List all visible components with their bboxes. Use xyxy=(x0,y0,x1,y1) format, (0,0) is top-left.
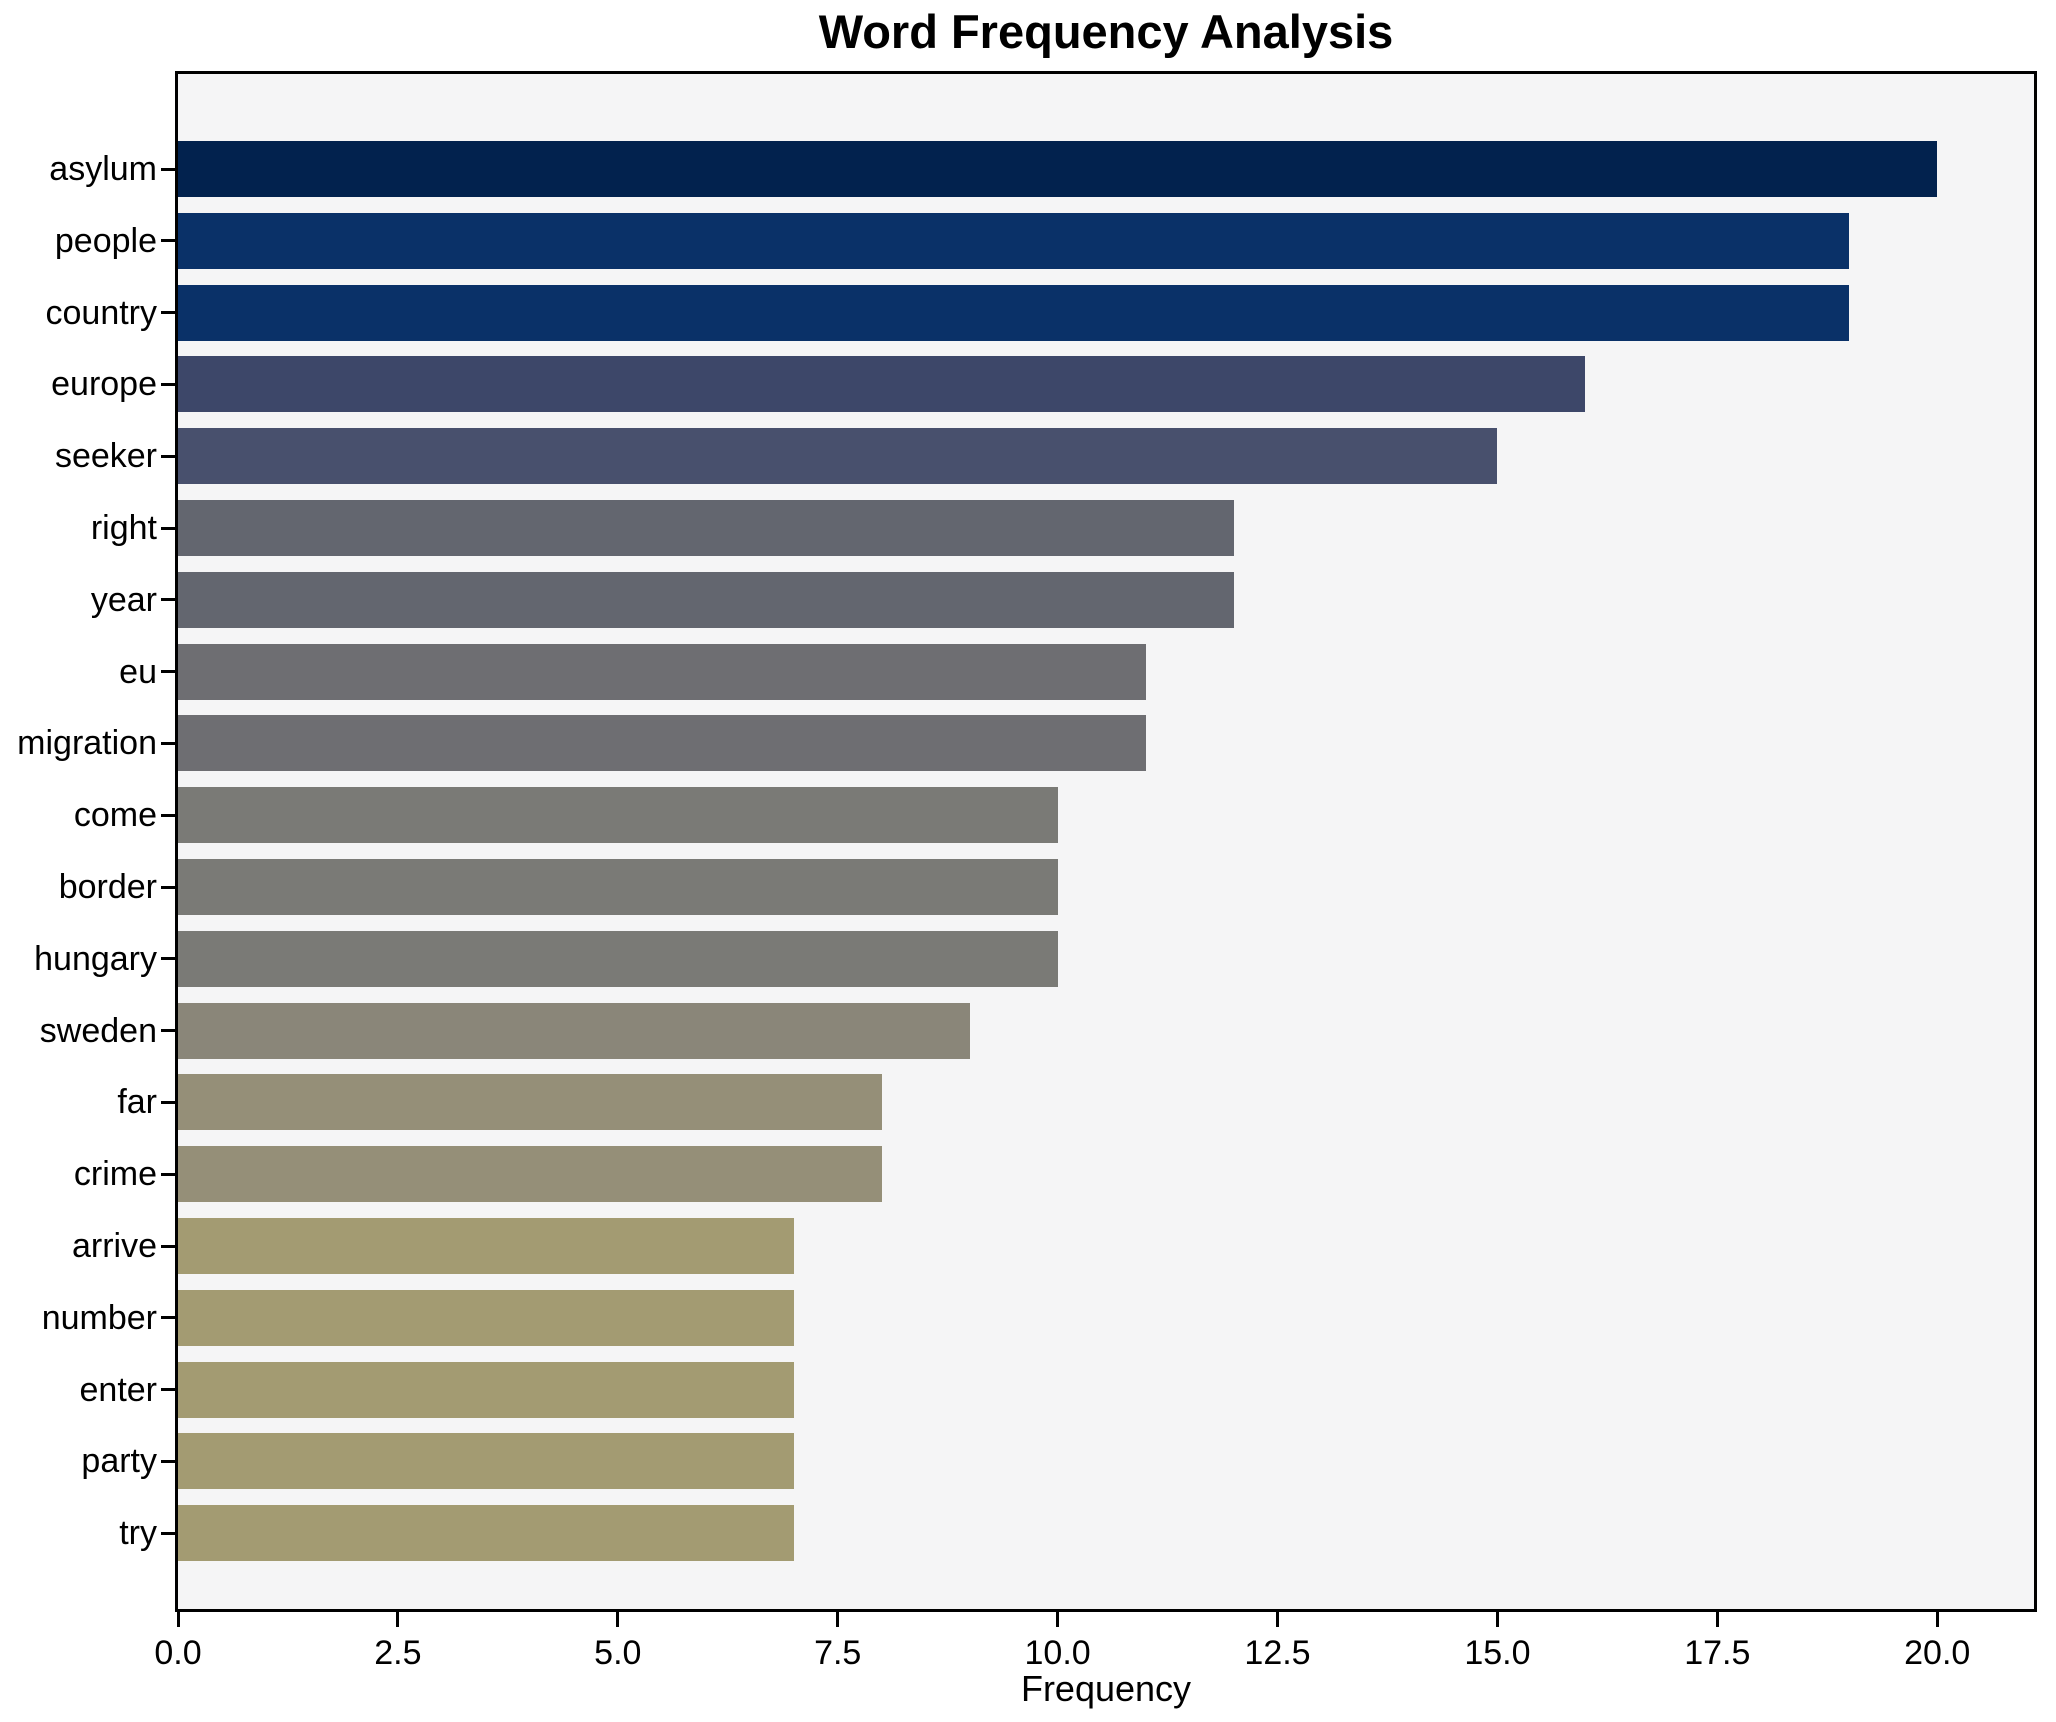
x-tick-label-7.5: 7.5 xyxy=(814,1634,862,1672)
y-tick-mark xyxy=(161,1388,175,1392)
y-tick-mark xyxy=(161,1531,175,1535)
y-tick-mark xyxy=(161,167,175,171)
x-tick-mark xyxy=(176,1612,180,1627)
x-tick-label-0.0: 0.0 xyxy=(154,1634,202,1672)
y-tick-mark xyxy=(161,885,175,889)
y-tick-mark xyxy=(161,1029,175,1033)
y-axis-label-seeker: seeker xyxy=(54,437,157,476)
bar-eu xyxy=(178,643,1146,700)
bar-hungary xyxy=(178,930,1058,987)
chart-title: Word Frequency Analysis xyxy=(818,5,1394,58)
bar-crime xyxy=(178,1146,882,1203)
y-axis-label-enter: enter xyxy=(79,1370,158,1409)
x-tick-mark xyxy=(836,1612,840,1627)
y-axis-label-eu: eu xyxy=(119,652,157,691)
bar-year xyxy=(178,571,1234,628)
bar-number xyxy=(178,1289,794,1346)
x-tick-mark xyxy=(396,1612,400,1627)
x-tick-mark xyxy=(616,1612,620,1627)
x-tick-mark xyxy=(1935,1612,1939,1627)
y-tick-mark xyxy=(161,526,175,530)
bar-seeker xyxy=(178,428,1498,485)
y-axis-label-sweden: sweden xyxy=(39,1011,157,1050)
bar-asylum xyxy=(178,141,1938,197)
bar-country xyxy=(178,284,1850,341)
bar-try xyxy=(178,1505,794,1562)
y-axis-label-arrive: arrive xyxy=(71,1227,157,1265)
bar-party xyxy=(178,1433,794,1490)
y-tick-mark xyxy=(161,670,175,674)
y-axis-label-border: border xyxy=(58,868,157,906)
y-axis-label-hungary: hungary xyxy=(34,939,157,978)
x-axis-label: Frequency xyxy=(1020,1668,1192,1709)
bar-sweden xyxy=(178,1002,970,1059)
bar-far xyxy=(178,1074,882,1131)
bar-right xyxy=(178,500,1234,556)
bar-migration xyxy=(178,715,1146,772)
x-tick-mark xyxy=(1715,1612,1719,1627)
y-tick-mark xyxy=(161,957,175,961)
y-tick-mark xyxy=(161,741,175,745)
y-tick-mark xyxy=(161,311,175,315)
y-tick-mark xyxy=(161,1459,175,1463)
y-tick-mark xyxy=(161,1100,175,1104)
y-tick-mark xyxy=(161,1316,175,1320)
x-tick-label-10.0: 10.0 xyxy=(1024,1634,1091,1672)
x-tick-label-12.5: 12.5 xyxy=(1244,1634,1311,1672)
y-axis-label-migration: migration xyxy=(17,724,157,763)
x-tick-mark xyxy=(1056,1612,1060,1627)
x-tick-label-2.5: 2.5 xyxy=(374,1634,422,1672)
x-tick-label-15.0: 15.0 xyxy=(1464,1634,1531,1672)
x-tick-label-5.0: 5.0 xyxy=(594,1634,642,1672)
y-axis-label-people: people xyxy=(54,221,157,260)
plot-area xyxy=(175,71,2037,1612)
x-tick-mark xyxy=(1495,1612,1499,1627)
bar-people xyxy=(178,212,1850,269)
y-tick-mark xyxy=(161,1244,175,1248)
y-tick-mark xyxy=(161,813,175,817)
bar-come xyxy=(178,787,1058,844)
bar-enter xyxy=(178,1361,794,1418)
y-tick-mark xyxy=(161,1172,175,1176)
y-axis-label-country: country xyxy=(45,293,158,332)
y-tick-mark xyxy=(161,239,175,243)
y-axis-label-right: right xyxy=(90,509,157,547)
y-axis-label-asylum: asylum xyxy=(49,150,157,188)
y-tick-mark xyxy=(161,598,175,602)
y-tick-mark xyxy=(161,382,175,386)
y-axis-label-come: come xyxy=(73,796,157,835)
y-tick-mark xyxy=(161,454,175,458)
bar-border xyxy=(178,859,1058,915)
y-axis-label-party: party xyxy=(81,1442,157,1481)
x-tick-label-20.0: 20.0 xyxy=(1904,1634,1971,1672)
y-axis-label-far: far xyxy=(117,1083,157,1122)
bar-arrive xyxy=(178,1218,794,1274)
x-tick-mark xyxy=(1276,1612,1280,1627)
y-axis-label-number: number xyxy=(41,1298,157,1337)
y-axis-label-europe: europe xyxy=(51,365,157,404)
bar-europe xyxy=(178,356,1586,413)
y-axis-label-try: try xyxy=(119,1514,157,1553)
y-axis-label-year: year xyxy=(90,580,157,619)
x-tick-label-17.5: 17.5 xyxy=(1684,1634,1751,1672)
y-axis-label-crime: crime xyxy=(73,1155,157,1194)
